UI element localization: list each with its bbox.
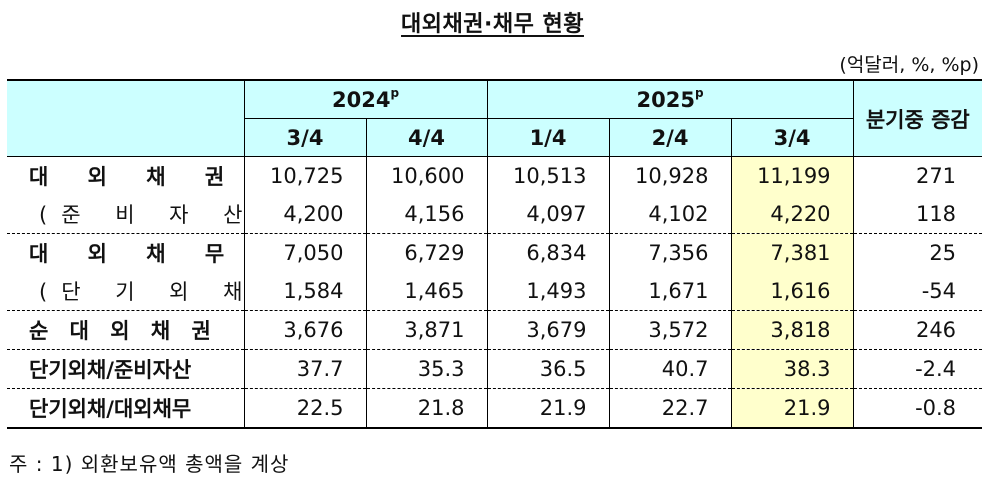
cell-value: 10,725 bbox=[243, 156, 366, 195]
table-row-external-claims: 대 외 채 권 10,725 10,600 10,513 10,928 11,1… bbox=[7, 156, 983, 195]
footnote: 주 : 1) 외환보유액 총액을 계상 bbox=[9, 452, 290, 476]
row-label: 대 외 채 무 bbox=[7, 233, 244, 272]
row-label: 대 외 채 권 bbox=[29, 165, 241, 189]
external-claims-debt-table: 2024p 2025p 분기중 증감 3/4 4/4 1/4 2/4 3/4 대… bbox=[7, 79, 983, 429]
header-year-2025: 2025p bbox=[486, 79, 854, 119]
cell-change: 25 bbox=[852, 233, 983, 272]
cell-value: 4,097 bbox=[486, 195, 610, 234]
header-quarter: 3/4 bbox=[243, 118, 367, 157]
cell-value-highlight: 1,616 bbox=[730, 272, 854, 311]
table-title: 대외채권·채무 현황 bbox=[401, 12, 584, 37]
header-quarter: 2/4 bbox=[608, 118, 732, 157]
header-year-2024: 2024p bbox=[243, 79, 488, 119]
table-row-external-debt: 대 외 채 무 7,050 6,729 6,834 7,356 7,381 25 bbox=[7, 233, 983, 272]
cell-value: 35.3 bbox=[365, 349, 488, 389]
row-label: 단기외채/대외채무 bbox=[7, 388, 244, 429]
cell-value-highlight: 38.3 bbox=[730, 349, 854, 389]
header-row-years: 2024p 2025p 분기중 증감 bbox=[7, 79, 983, 157]
cell-value: 1,584 bbox=[243, 272, 366, 311]
cell-value: 7,050 bbox=[243, 233, 366, 272]
cell-value: 6,834 bbox=[486, 233, 610, 272]
cell-value: 40.7 bbox=[608, 349, 732, 389]
cell-value: 3,679 bbox=[486, 310, 610, 350]
cell-change: 246 bbox=[852, 310, 983, 350]
cell-value-highlight: 11,199 bbox=[730, 156, 854, 195]
cell-value-highlight: 3,818 bbox=[730, 310, 854, 350]
cell-change: -54 bbox=[852, 272, 983, 311]
row-label: 단기외채/준비자산 bbox=[7, 349, 244, 389]
cell-value: 22.5 bbox=[243, 388, 366, 429]
table-row-st-debt-to-reserves: 단기외채/준비자산 37.7 35.3 36.5 40.7 38.3 -2.4 bbox=[7, 349, 983, 389]
cell-value: 3,871 bbox=[365, 310, 488, 350]
cell-value: 3,676 bbox=[243, 310, 366, 350]
cell-value: 4,200 bbox=[243, 195, 366, 234]
cell-value: 4,156 bbox=[365, 195, 488, 234]
cell-value: 36.5 bbox=[486, 349, 610, 389]
header-quarterly-change: 분기중 증감 bbox=[852, 79, 983, 157]
cell-value-highlight: 7,381 bbox=[730, 233, 854, 272]
cell-change: 271 bbox=[852, 156, 983, 195]
table-row-net-external-claims: 순 대 외 채 권 3,676 3,871 3,679 3,572 3,818 … bbox=[7, 310, 983, 350]
row-label: (준 비 자 산1)) bbox=[39, 203, 244, 227]
row-label: 순 대 외 채 권 bbox=[7, 310, 244, 350]
cell-value: 1,671 bbox=[608, 272, 732, 311]
table-row-st-debt-to-total-debt: 단기외채/대외채무 22.5 21.8 21.9 22.7 21.9 -0.8 bbox=[7, 388, 983, 429]
cell-value: 10,928 bbox=[608, 156, 732, 195]
cell-change: -0.8 bbox=[852, 388, 983, 429]
cell-value: 10,513 bbox=[486, 156, 610, 195]
row-label: (단 기 외 채) bbox=[39, 280, 244, 304]
table-row-short-term-debt: (단 기 외 채) 1,584 1,465 1,493 1,671 1,616 … bbox=[7, 272, 983, 311]
cell-value-highlight: 4,220 bbox=[730, 195, 854, 234]
cell-value: 3,572 bbox=[608, 310, 732, 350]
unit-label: (억달러, %, %p) bbox=[839, 54, 979, 76]
table-title-container: 대외채권·채무 현황 bbox=[0, 6, 985, 38]
cell-value: 1,493 bbox=[486, 272, 610, 311]
header-quarter: 3/4 bbox=[730, 118, 854, 157]
table-row-reserve-assets: (준 비 자 산1)) 4,200 4,156 4,097 4,102 4,22… bbox=[7, 195, 983, 234]
header-corner bbox=[7, 79, 245, 157]
cell-value: 37.7 bbox=[243, 349, 366, 389]
cell-value: 21.8 bbox=[365, 388, 488, 429]
header-quarter: 4/4 bbox=[365, 118, 488, 157]
cell-value-highlight: 21.9 bbox=[730, 388, 854, 429]
cell-value: 1,465 bbox=[365, 272, 488, 311]
cell-value: 21.9 bbox=[486, 388, 610, 429]
cell-value: 22.7 bbox=[608, 388, 732, 429]
header-quarter: 1/4 bbox=[486, 118, 610, 157]
cell-value: 7,356 bbox=[608, 233, 732, 272]
cell-value: 6,729 bbox=[365, 233, 488, 272]
cell-change: 118 bbox=[852, 195, 983, 234]
header-row-quarters: 3/4 4/4 1/4 2/4 3/4 bbox=[7, 118, 982, 157]
cell-change: -2.4 bbox=[852, 349, 983, 389]
cell-value: 4,102 bbox=[608, 195, 732, 234]
cell-value: 10,600 bbox=[365, 156, 488, 195]
